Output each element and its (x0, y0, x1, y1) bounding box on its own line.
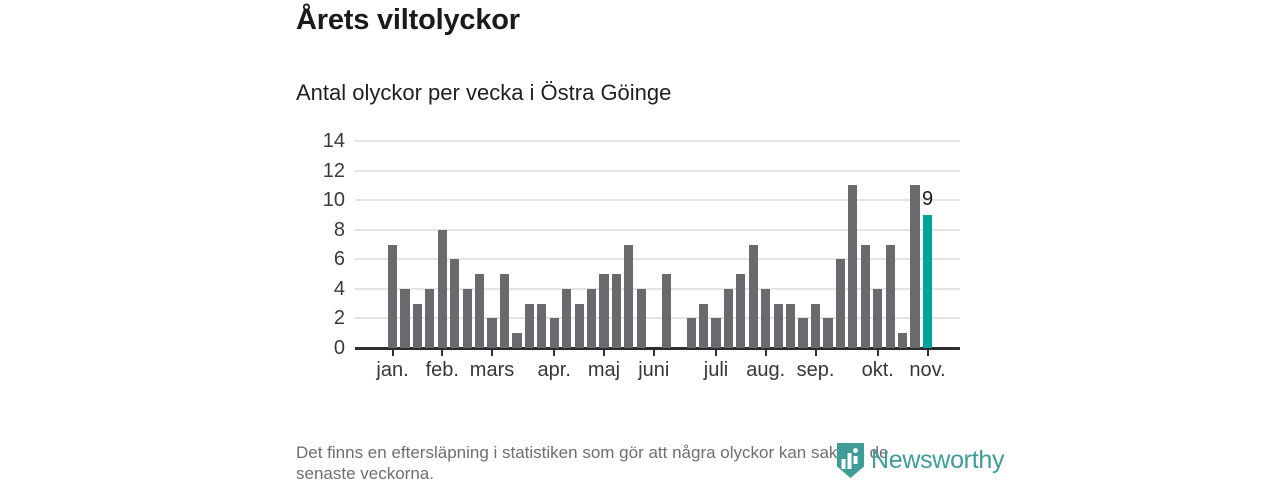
bar-week-42 (898, 333, 908, 348)
month-tick-okt (876, 348, 879, 356)
gridline-8 (355, 228, 960, 231)
bar-week-20 (624, 244, 634, 348)
bar-week-29 (736, 274, 746, 348)
gridline-2 (355, 317, 960, 320)
chart-subtitle: Antal olyckor per vecka i Östra Göinge (296, 80, 672, 105)
bar-week-40 (873, 288, 883, 348)
gridline-14 (355, 140, 960, 142)
month-label: okt. (861, 359, 894, 381)
footer-note: Det finns en eftersläpning i statistiken… (296, 442, 888, 480)
newsworthy-wordmark: Newsworthy (871, 445, 1005, 474)
month-label: juli (703, 359, 729, 381)
bar-week-11 (512, 333, 522, 348)
bar-week-9 (487, 318, 497, 348)
bar-week-26 (698, 303, 709, 348)
newsworthy-icon (837, 442, 864, 478)
footer-note-line-1: Det finns en eftersläpning i statistiken… (296, 443, 889, 462)
month-label: nov. (909, 359, 946, 381)
bar-week-33 (786, 303, 796, 348)
gridline-12 (355, 169, 960, 172)
chart-plot: jan. feb. mars apr. maj juni juli aug. sep. okt. n… (355, 140, 960, 381)
y-tick-label: 14 (322, 130, 345, 152)
month-label: jan. (376, 359, 409, 381)
y-tick-label: 0 (333, 337, 345, 359)
y-tick-label: 8 (333, 218, 345, 241)
bar-week-38 (848, 185, 858, 348)
bar-week-39 (860, 244, 870, 348)
y-tick-label: 10 (322, 189, 345, 212)
month-tick-feb (441, 348, 444, 356)
bar-week-27 (711, 318, 721, 348)
month-tick-aug (764, 348, 767, 356)
bar-week-10 (499, 274, 510, 348)
bar-week-15 (562, 288, 572, 348)
bar-week-8 (474, 274, 485, 348)
bar-week-32 (773, 303, 783, 348)
y-axis: 0 2 4 6 8 10 12 14 (250, 130, 345, 359)
month-tick-nov (926, 348, 929, 356)
y-tick-label: 6 (333, 248, 345, 271)
bar-week-7 (462, 288, 472, 348)
month-label: maj (587, 359, 621, 381)
x-axis-line (355, 347, 960, 350)
bar-week-28 (723, 288, 734, 348)
month-label: aug. (746, 359, 786, 381)
bar-week-12 (524, 303, 534, 348)
bar-week-17 (586, 288, 597, 348)
bar-week-6 (450, 259, 460, 348)
bar-week-25 (686, 318, 696, 348)
footer-note-line-2: senaste veckorna. (296, 464, 434, 480)
bar-week-44 (922, 214, 933, 348)
bar-week-41 (885, 244, 895, 348)
bar-week-43 (910, 185, 920, 348)
bar-week-23 (661, 274, 671, 348)
bar-week-5 (437, 229, 447, 348)
month-tick-jan (391, 348, 394, 356)
y-tick-label: 4 (333, 277, 345, 300)
gridline-4 (355, 287, 960, 290)
gridline-6 (355, 258, 960, 261)
month-tick-mars (491, 348, 494, 356)
month-tick-juli (714, 348, 717, 356)
bar-week-30 (748, 244, 758, 348)
month-tick-apr (553, 348, 556, 356)
bar-week-2 (400, 288, 410, 348)
bar-week-37 (835, 259, 845, 348)
newsworthy-logo: Newsworthy (836, 441, 1004, 479)
y-tick-label: 12 (322, 159, 345, 182)
bar-week-18 (599, 274, 609, 348)
y-tick-label: 2 (333, 307, 345, 330)
month-tick-maj (603, 348, 605, 356)
month-label: juni (638, 359, 670, 381)
last-value-label: 9 (921, 187, 934, 210)
bar-week-34 (798, 318, 808, 348)
month-label: mars (469, 359, 515, 381)
month-label: sep. (796, 359, 835, 381)
bar-week-1 (387, 244, 398, 348)
month-label: feb. (425, 359, 459, 381)
bar-week-14 (549, 318, 559, 348)
bar-week-19 (611, 274, 622, 348)
bar-week-31 (761, 288, 771, 348)
bar-week-16 (574, 303, 584, 348)
bar-week-35 (810, 303, 821, 348)
month-tick-juni (652, 348, 655, 356)
bar-week-3 (412, 303, 422, 348)
bar-week-13 (537, 303, 547, 348)
month-label: apr. (537, 359, 571, 381)
bar-week-4 (425, 288, 435, 348)
month-tick-sep (814, 348, 817, 356)
bar-week-36 (823, 318, 833, 348)
bar-week-21 (636, 288, 646, 348)
gridline-10 (355, 199, 960, 202)
chart-title: Årets viltolyckor (296, 4, 520, 36)
